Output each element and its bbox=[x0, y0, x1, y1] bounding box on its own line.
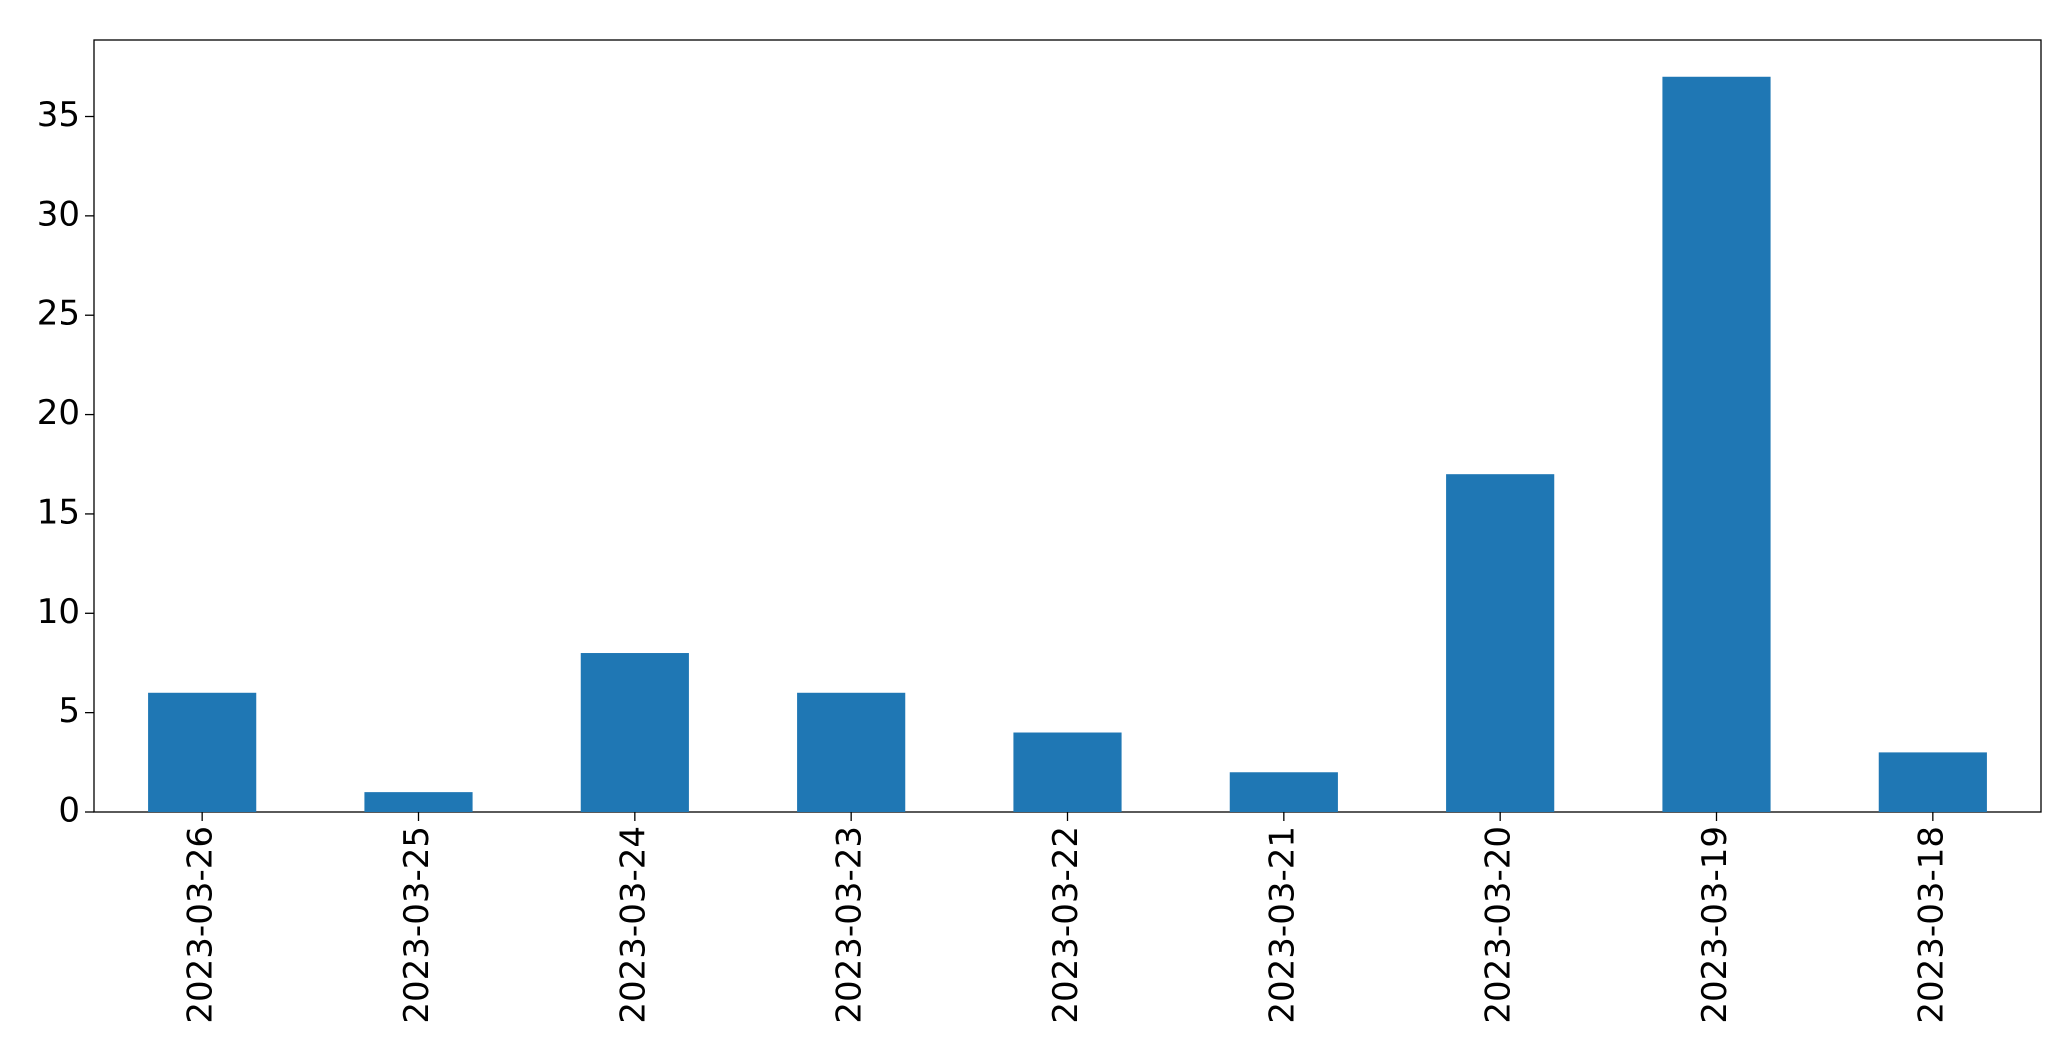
bar bbox=[1013, 732, 1122, 812]
bar bbox=[580, 653, 689, 812]
y-tick-label: 35 bbox=[37, 95, 80, 135]
x-tick-label: 2023-03-23 bbox=[830, 826, 870, 1024]
y-tick-label: 30 bbox=[37, 194, 80, 234]
x-tick-label: 2023-03-26 bbox=[181, 826, 221, 1024]
x-tick-label: 2023-03-19 bbox=[1695, 826, 1735, 1024]
y-tick-label: 20 bbox=[37, 393, 80, 433]
bar bbox=[1229, 772, 1338, 812]
bar bbox=[364, 792, 473, 812]
y-tick-label: 0 bbox=[58, 791, 80, 831]
x-tick-label: 2023-03-21 bbox=[1262, 826, 1302, 1024]
bar bbox=[1878, 752, 1987, 812]
bar bbox=[797, 692, 906, 812]
bar bbox=[148, 692, 257, 812]
x-tick-label: 2023-03-24 bbox=[613, 826, 653, 1024]
y-tick-label: 5 bbox=[58, 691, 80, 731]
x-tick-label: 2023-03-20 bbox=[1479, 826, 1519, 1024]
x-tick-label: 2023-03-18 bbox=[1911, 826, 1951, 1024]
y-tick-label: 25 bbox=[37, 294, 80, 334]
x-tick-label: 2023-03-22 bbox=[1046, 826, 1086, 1024]
bar bbox=[1662, 76, 1771, 812]
bar bbox=[1446, 474, 1555, 812]
x-tick-label: 2023-03-25 bbox=[397, 826, 437, 1024]
y-tick-label: 10 bbox=[37, 592, 80, 632]
y-tick-label: 15 bbox=[37, 492, 80, 532]
